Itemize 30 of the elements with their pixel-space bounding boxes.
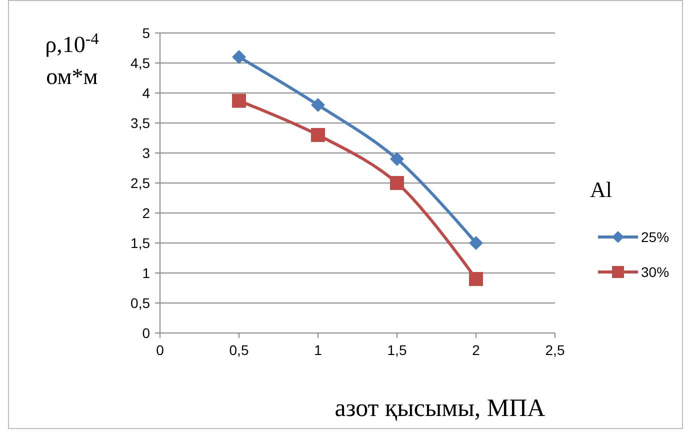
y-tick-label: 3,5: [130, 114, 150, 131]
x-tick-label: 2: [472, 342, 480, 358]
legend-label: 30%: [641, 264, 670, 280]
point: [232, 94, 246, 108]
y-tick-label: 4: [142, 84, 150, 101]
point: [232, 50, 246, 64]
y-tick-label: 1,5: [130, 234, 150, 251]
x-tick-label: 0,5: [229, 342, 249, 358]
point: [311, 128, 325, 142]
point: [469, 236, 483, 250]
y-tick-label: 0,5: [130, 294, 150, 311]
y-tick-label: 2: [142, 204, 150, 221]
x-tick-label: 0: [156, 342, 164, 358]
y-tick-label: 2,5: [130, 174, 150, 191]
legend-label: 25%: [641, 228, 670, 245]
point: [390, 176, 404, 190]
y-tick-label: 3: [142, 144, 150, 161]
y-tick-label: 5: [142, 24, 150, 41]
point: [390, 152, 404, 166]
x-tick-label: 1,5: [387, 342, 407, 358]
point: [469, 272, 483, 286]
y-tick-label: 4,5: [130, 54, 150, 71]
point: [311, 98, 325, 112]
legend-title: Al: [590, 177, 612, 202]
x-tick-label: 2,5: [545, 342, 565, 358]
y-axis-title: ρ,10$^{-4}$ ом*м: [45, 30, 99, 89]
y-tick-label: 1: [142, 264, 150, 281]
x-axis-title: азот қысымы, МПА: [334, 395, 546, 422]
x-tick-label: 1: [314, 342, 322, 358]
y-tick-label: 0: [142, 324, 150, 341]
